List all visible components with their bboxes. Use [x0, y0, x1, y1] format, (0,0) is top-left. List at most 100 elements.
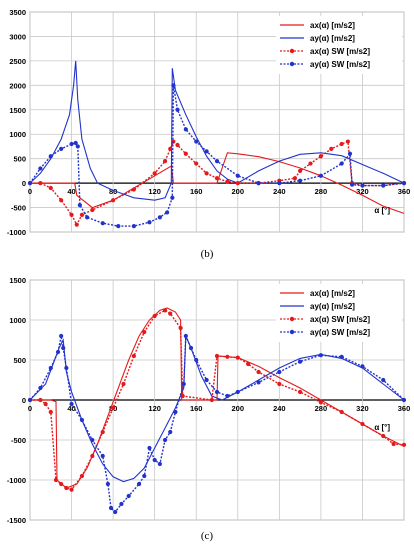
y-tick-label: -1500 [7, 516, 26, 525]
data-point [214, 159, 220, 164]
data-point [79, 417, 85, 423]
y-tick-label: 1000 [9, 316, 26, 325]
data-point [214, 353, 220, 359]
data-point [209, 397, 214, 403]
data-point [235, 181, 240, 186]
y-tick-label: 3500 [9, 8, 26, 17]
data-point [225, 393, 230, 399]
data-point [90, 453, 95, 459]
data-point [204, 377, 209, 383]
data-point [256, 369, 261, 375]
data-point [59, 333, 64, 339]
data-point [64, 365, 69, 371]
data-point [69, 141, 74, 147]
data-point [43, 401, 48, 407]
data-point [105, 481, 111, 487]
caption-b: (b) [200, 248, 214, 260]
y-tick-label: 500 [13, 356, 26, 365]
data-point [147, 220, 152, 225]
data-point [194, 161, 199, 166]
data-point [168, 311, 173, 316]
data-point [147, 445, 152, 451]
legend-label: ax(α) SW [m/s2] [310, 315, 370, 324]
data-point [100, 221, 105, 226]
data-point [90, 207, 95, 213]
data-point [204, 149, 209, 154]
x-tick-label: 80 [109, 187, 117, 196]
data-point [64, 485, 69, 491]
data-point [121, 381, 126, 387]
data-point [401, 181, 407, 186]
data-point [69, 212, 74, 217]
x-axis-label: α [°] [374, 206, 390, 215]
data-point [318, 173, 323, 178]
y-tick-label: -500 [11, 436, 26, 445]
legend-marker [289, 316, 295, 322]
data-point [329, 146, 334, 151]
legend-marker [289, 48, 295, 54]
data-point [48, 409, 53, 415]
data-point [75, 144, 80, 149]
x-tick-label: 280 [315, 404, 328, 413]
data-point [339, 161, 344, 166]
legend-label: ax(α) [m/s2] [310, 289, 355, 298]
data-point [381, 377, 386, 383]
x-tick-label: 320 [356, 404, 369, 413]
series-line-1 [29, 60, 405, 201]
data-point [79, 212, 85, 217]
data-point [401, 442, 407, 447]
data-point [131, 187, 136, 192]
y-tick-label: 1500 [9, 106, 26, 115]
data-point [168, 429, 173, 435]
chart-c: -1500-1000-50005001000150004080120160200… [7, 276, 411, 525]
data-point [235, 173, 240, 178]
legend-box [276, 284, 402, 342]
data-point [339, 354, 344, 359]
data-point [349, 182, 355, 187]
y-tick-label: 3000 [9, 32, 26, 41]
data-point [69, 487, 74, 492]
data-point [277, 181, 282, 186]
data-point [157, 215, 162, 220]
x-tick-label: 280 [315, 187, 328, 196]
legend-label: ay(α) SW [m/s2] [310, 328, 370, 337]
data-point [214, 389, 220, 395]
y-tick-label: -500 [11, 204, 26, 213]
legend-box [276, 16, 402, 74]
data-point [111, 405, 116, 411]
data-point [235, 355, 240, 360]
data-point [157, 461, 162, 467]
data-point [79, 473, 85, 479]
data-point [339, 141, 344, 147]
series-line-0 [30, 307, 405, 489]
data-point [108, 505, 114, 511]
data-point [256, 181, 261, 186]
data-point [152, 313, 157, 319]
x-tick-label: 360 [398, 404, 411, 413]
data-point [391, 441, 396, 447]
data-point [162, 159, 168, 164]
x-tick-label: 40 [67, 404, 75, 413]
data-point [360, 364, 365, 369]
y-tick-label: 2500 [9, 57, 26, 66]
y-tick-label: 0 [22, 396, 26, 405]
x-tick-label: 320 [356, 187, 369, 196]
data-point [55, 349, 61, 355]
legend-marker [289, 61, 295, 67]
data-point [256, 380, 261, 385]
data-point [178, 325, 183, 331]
x-tick-label: 0 [28, 404, 32, 413]
y-tick-label: -1000 [7, 476, 26, 485]
data-point [162, 308, 168, 313]
legend-label: ay(α) [m/s2] [310, 34, 355, 43]
y-tick-label: 0 [22, 179, 26, 188]
data-point [136, 481, 142, 487]
data-point [298, 389, 303, 395]
x-tick-label: 240 [273, 187, 286, 196]
x-tick-label: 0 [28, 187, 32, 196]
series-line-3 [29, 335, 405, 514]
series-line-0 [30, 152, 405, 214]
data-point [131, 224, 136, 229]
data-point [59, 481, 64, 487]
x-tick-label: 200 [232, 187, 245, 196]
